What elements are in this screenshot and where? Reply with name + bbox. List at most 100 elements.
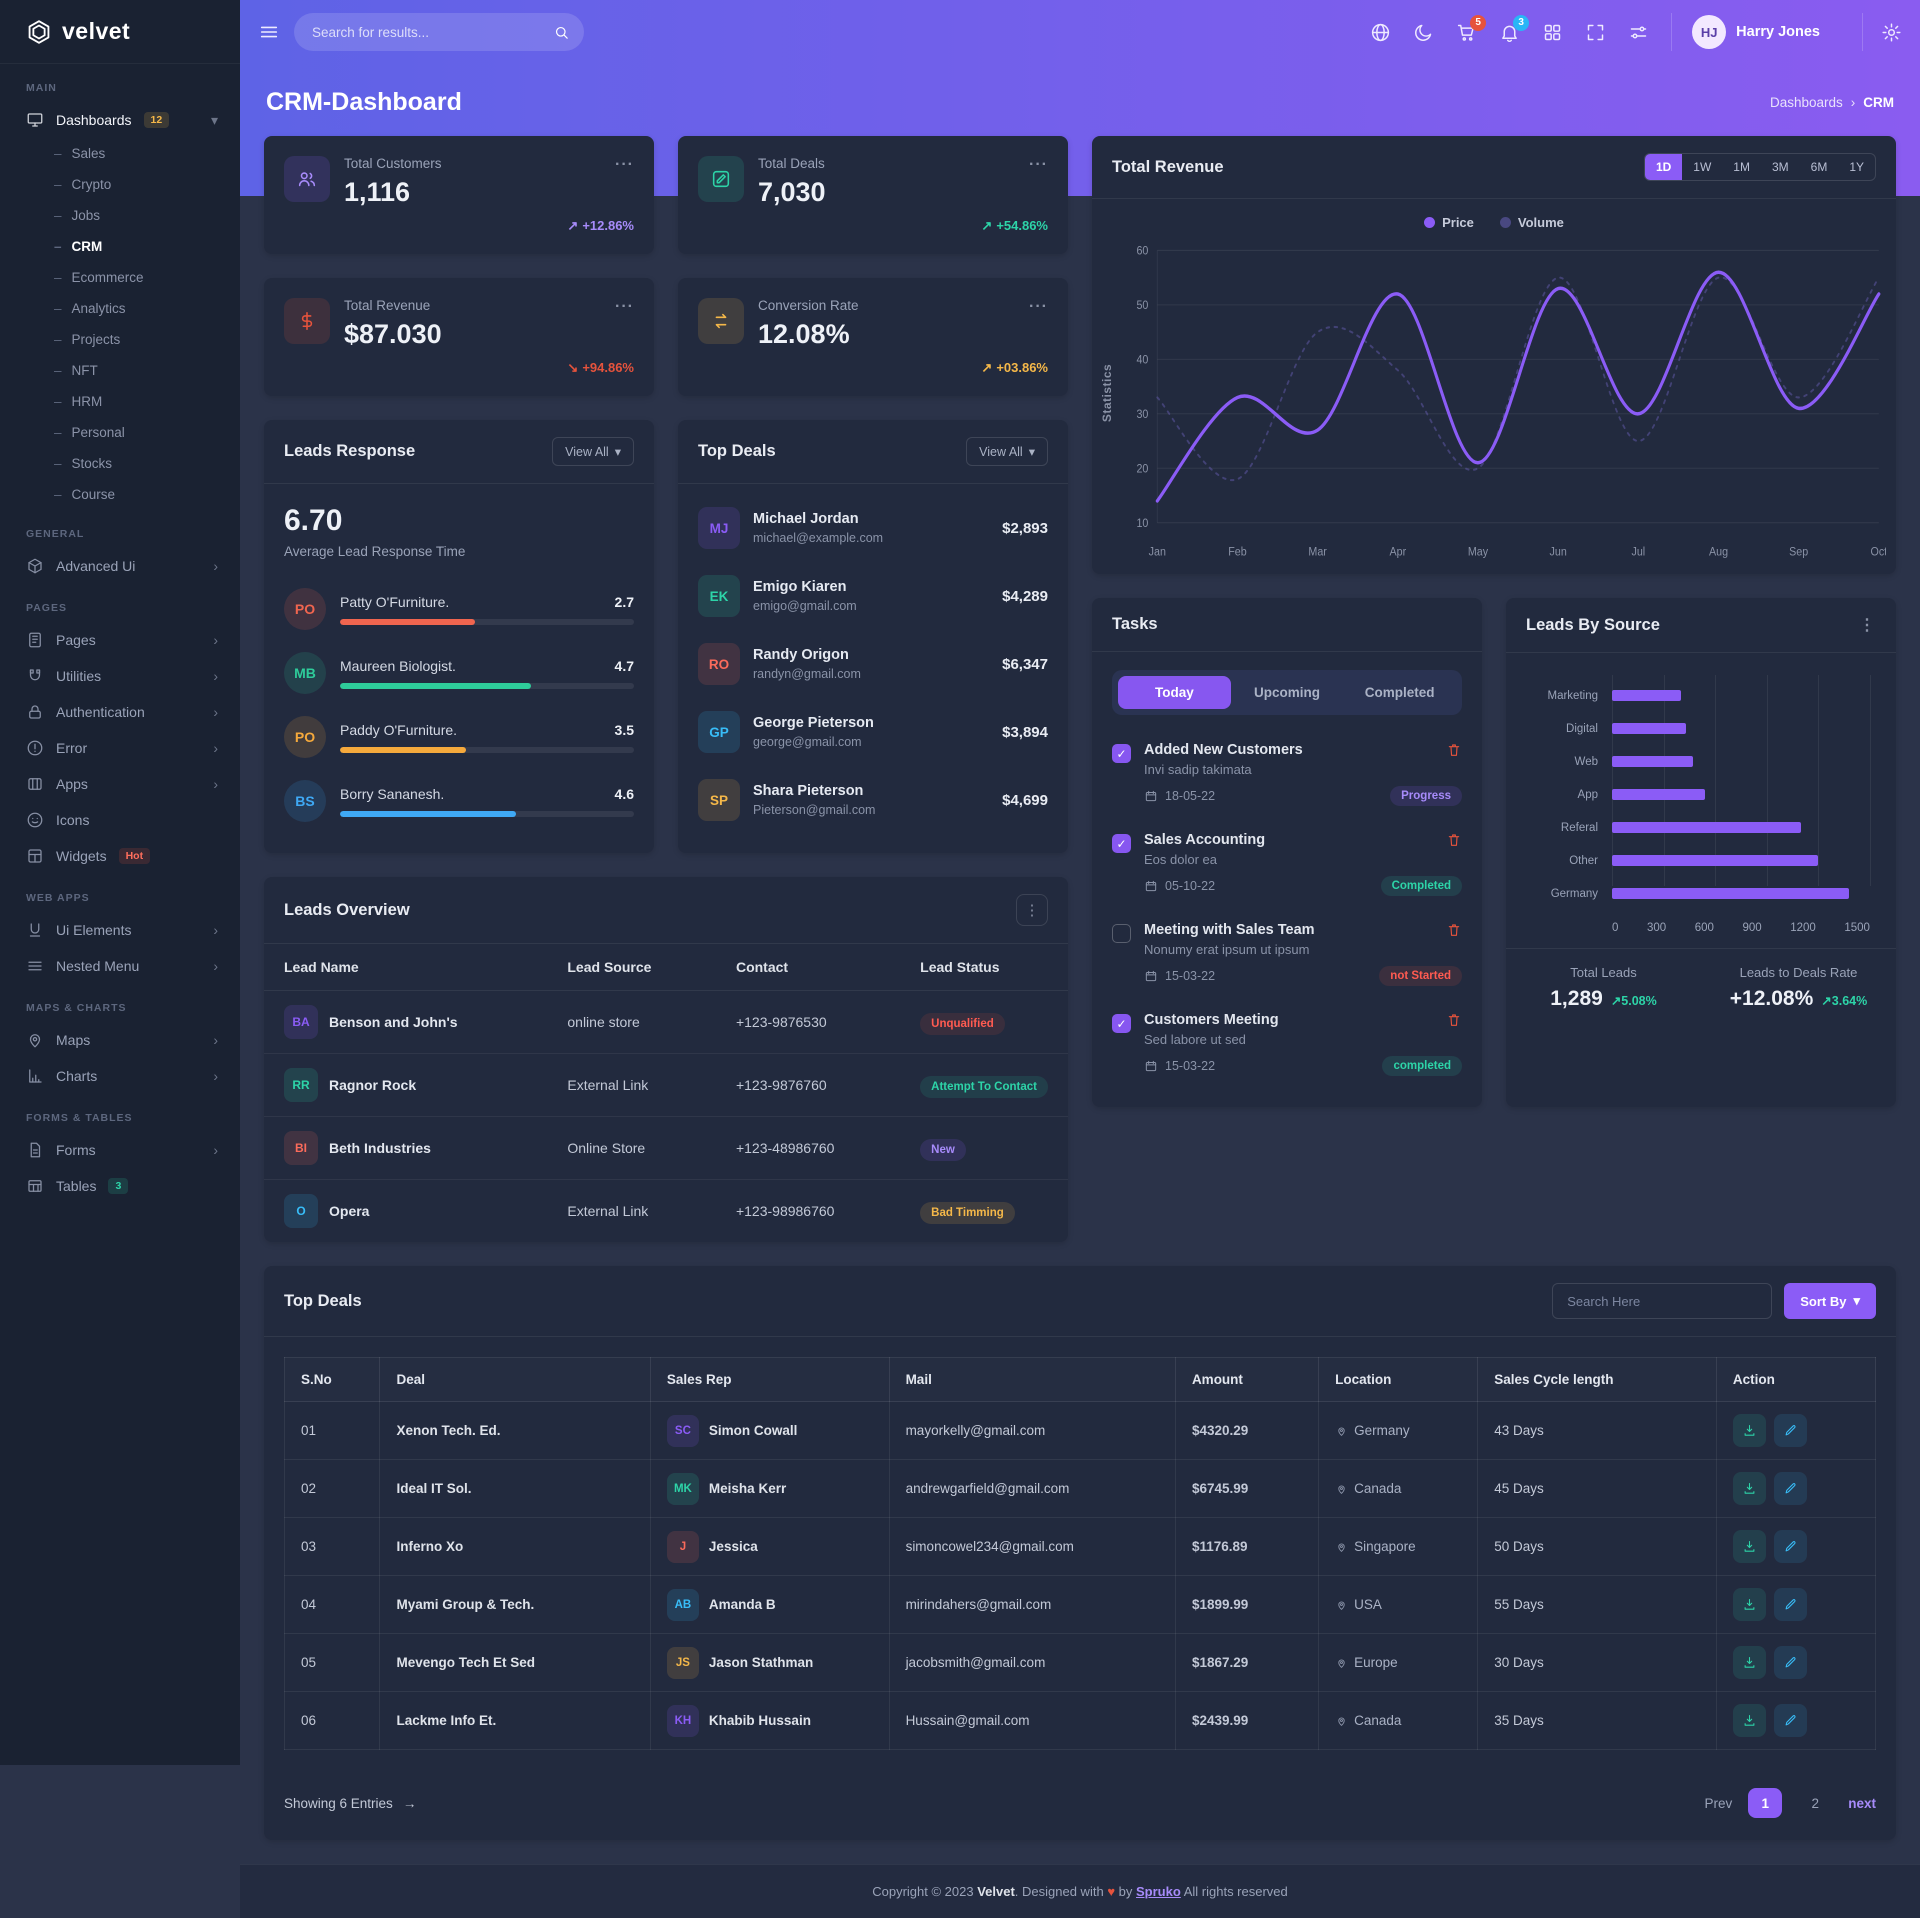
sidebar-subitem[interactable]: – Personal bbox=[0, 417, 240, 448]
ellipsis-vertical-menu-icon[interactable]: ⋮ bbox=[1016, 894, 1048, 926]
sidebar-subitem[interactable]: – Crypto bbox=[0, 169, 240, 200]
view-all-button[interactable]: View All▾ bbox=[552, 437, 634, 466]
sidebar-subitem[interactable]: – Analytics bbox=[0, 293, 240, 324]
column-header[interactable]: Location bbox=[1319, 1358, 1478, 1402]
sidebar-item-charts[interactable]: Charts › bbox=[0, 1058, 240, 1094]
sidebar-item-maps[interactable]: Maps › bbox=[0, 1022, 240, 1058]
edit-button[interactable] bbox=[1774, 1704, 1807, 1737]
task-checkbox[interactable]: ✓ bbox=[1112, 1014, 1131, 1033]
sidebar-item-dashboards[interactable]: Dashboards 12 ▾ bbox=[0, 102, 240, 138]
download-button[interactable] bbox=[1733, 1414, 1766, 1447]
task-checkbox[interactable]: ✓ bbox=[1112, 834, 1131, 853]
tasks-tab[interactable]: Completed bbox=[1343, 676, 1456, 709]
range-tab[interactable]: 1D bbox=[1645, 154, 1682, 180]
fullscreen-icon[interactable] bbox=[1585, 22, 1606, 43]
sidebar-item-apps[interactable]: Apps › bbox=[0, 766, 240, 802]
sidebar-subitem[interactable]: – Jobs bbox=[0, 200, 240, 231]
next-page-button[interactable]: next bbox=[1848, 1796, 1876, 1811]
edit-button[interactable] bbox=[1774, 1414, 1807, 1447]
deal-row[interactable]: GP George Pieterson george@gmail.com $3,… bbox=[698, 698, 1048, 766]
prev-page-button[interactable]: Prev bbox=[1704, 1796, 1732, 1811]
sidebar-subitem[interactable]: – Stocks bbox=[0, 448, 240, 479]
column-header[interactable]: Mail bbox=[889, 1358, 1175, 1402]
column-header[interactable]: Deal bbox=[380, 1358, 650, 1402]
breadcrumb-parent[interactable]: Dashboards bbox=[1770, 95, 1843, 110]
sidebar-subitem[interactable]: – Course bbox=[0, 479, 240, 510]
ellipsis-menu-icon[interactable]: ··· bbox=[615, 156, 634, 174]
column-header[interactable]: Lead Status bbox=[900, 944, 1068, 991]
sidebar-item-nested-menu[interactable]: Nested Menu › bbox=[0, 948, 240, 984]
range-tab[interactable]: 1M bbox=[1722, 154, 1761, 180]
edit-button[interactable] bbox=[1774, 1472, 1807, 1505]
range-tab[interactable]: 6M bbox=[1800, 154, 1839, 180]
column-header[interactable]: Action bbox=[1716, 1358, 1875, 1402]
trash-icon[interactable] bbox=[1446, 922, 1462, 938]
sidebar-subitem[interactable]: – NFT bbox=[0, 355, 240, 386]
ellipsis-vertical-menu-icon[interactable]: ⋮ bbox=[1859, 615, 1876, 635]
download-button[interactable] bbox=[1733, 1646, 1766, 1679]
column-header[interactable]: S.No bbox=[285, 1358, 380, 1402]
sidebar-subitem[interactable]: – HRM bbox=[0, 386, 240, 417]
edit-button[interactable] bbox=[1774, 1530, 1807, 1563]
range-tab[interactable]: 1Y bbox=[1838, 154, 1875, 180]
hamburger-menu-icon[interactable] bbox=[258, 21, 280, 43]
column-header[interactable]: Contact bbox=[716, 944, 900, 991]
column-header[interactable]: Sales Rep bbox=[650, 1358, 889, 1402]
sidebar-item-advanced-ui[interactable]: Advanced Ui › bbox=[0, 548, 240, 584]
task-checkbox[interactable]: ✓ bbox=[1112, 924, 1131, 943]
sort-by-button[interactable]: Sort By▾ bbox=[1784, 1283, 1876, 1319]
user-menu[interactable]: HJ Harry Jones bbox=[1671, 13, 1840, 51]
tasks-tab[interactable]: Today bbox=[1118, 676, 1231, 709]
sidebar-subitem[interactable]: – Ecommerce bbox=[0, 262, 240, 293]
sidebar-item-ui-elements[interactable]: Ui Elements › bbox=[0, 912, 240, 948]
sidebar-item-utilities[interactable]: Utilities › bbox=[0, 658, 240, 694]
apps-grid-icon[interactable] bbox=[1542, 22, 1563, 43]
deal-row[interactable]: EK Emigo Kiaren emigo@gmail.com $4,289 bbox=[698, 562, 1048, 630]
ellipsis-menu-icon[interactable]: ··· bbox=[615, 298, 634, 316]
sidebar-subitem[interactable]: – CRM bbox=[0, 231, 240, 262]
sidebar-item-tables[interactable]: Tables 3 bbox=[0, 1168, 240, 1204]
page-2-button[interactable]: 2 bbox=[1798, 1788, 1832, 1818]
search-icon[interactable] bbox=[546, 17, 576, 47]
range-tab[interactable]: 1W bbox=[1682, 154, 1722, 180]
deal-row[interactable]: SP Shara Pieterson Pieterson@gmail.com $… bbox=[698, 766, 1048, 834]
download-button[interactable] bbox=[1733, 1530, 1766, 1563]
cart-icon[interactable]: 5 bbox=[1456, 22, 1477, 43]
view-all-button[interactable]: View All▾ bbox=[966, 437, 1048, 466]
column-header[interactable]: Lead Source bbox=[547, 944, 716, 991]
sidebar-item-authentication[interactable]: Authentication › bbox=[0, 694, 240, 730]
ellipsis-menu-icon[interactable]: ··· bbox=[1029, 156, 1048, 174]
download-button[interactable] bbox=[1733, 1472, 1766, 1505]
spruko-link[interactable]: Spruko bbox=[1136, 1884, 1181, 1899]
notifications-bell-icon[interactable]: 3 bbox=[1499, 22, 1520, 43]
column-header[interactable]: Sales Cycle length bbox=[1478, 1358, 1717, 1402]
edit-button[interactable] bbox=[1774, 1646, 1807, 1679]
trash-icon[interactable] bbox=[1446, 1012, 1462, 1028]
tasks-tab[interactable]: Upcoming bbox=[1231, 676, 1344, 709]
page-1-button[interactable]: 1 bbox=[1748, 1788, 1782, 1818]
trash-icon[interactable] bbox=[1446, 832, 1462, 848]
search-input[interactable] bbox=[312, 25, 546, 40]
brand-logo[interactable]: velvet bbox=[0, 0, 240, 64]
sidebar-item-icons[interactable]: Icons bbox=[0, 802, 240, 838]
settings-gear-icon[interactable] bbox=[1881, 22, 1902, 43]
sidebar-item-widgets[interactable]: Widgets Hot bbox=[0, 838, 240, 874]
range-tab[interactable]: 3M bbox=[1761, 154, 1800, 180]
column-header[interactable]: Amount bbox=[1175, 1358, 1318, 1402]
sidebar-subitem[interactable]: – Projects bbox=[0, 324, 240, 355]
task-checkbox[interactable]: ✓ bbox=[1112, 744, 1131, 763]
column-header[interactable]: Lead Name bbox=[264, 944, 547, 991]
sidebar-item-pages[interactable]: Pages › bbox=[0, 622, 240, 658]
sidebar-subitem[interactable]: – Sales bbox=[0, 138, 240, 169]
sidebar-item-error[interactable]: Error › bbox=[0, 730, 240, 766]
trash-icon[interactable] bbox=[1446, 742, 1462, 758]
